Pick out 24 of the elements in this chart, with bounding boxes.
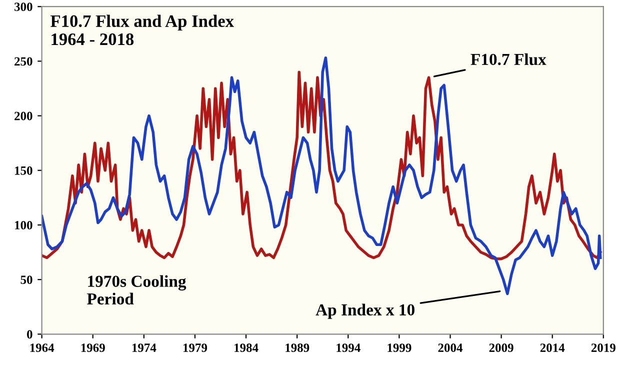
y-tick-label: 150 — [15, 166, 32, 175]
annotation: 1970s Cooling Period — [87, 275, 186, 305]
x-tick-label: 1979 — [183, 344, 208, 352]
x-tick-label: 2019 — [591, 344, 616, 352]
y-tick-label: 300 — [14, 2, 32, 12]
y-tick-label: 100 — [15, 220, 32, 230]
x-tick-label: 1969 — [81, 344, 105, 352]
annotation: F10.7 Flux — [470, 53, 546, 66]
y-tick-label: 0 — [27, 330, 32, 339]
x-tick-label: 1974 — [132, 344, 156, 352]
x-tick-label: 2009 — [489, 344, 514, 352]
y-tick-label: 50 — [20, 276, 32, 284]
y-tick-label: 250 — [14, 57, 32, 66]
line-series — [42, 70, 602, 260]
x-tick-label: 1984 — [234, 344, 258, 352]
text: F10.7 Flux and Ap Index 1964 - 2018 — [50, 14, 234, 46]
y-tick-label: 200 — [14, 112, 32, 120]
x-tick-label: 1994 — [336, 344, 360, 352]
x-tick-label: 2004 — [438, 344, 463, 352]
x-tick-label: 1999 — [388, 344, 412, 352]
x-tick-label: 2014 — [540, 344, 565, 352]
x-tick-label: 1989 — [286, 344, 310, 352]
x-tick-label: 1964 — [30, 344, 54, 352]
annotation: Ap Index x 10 — [316, 304, 414, 319]
